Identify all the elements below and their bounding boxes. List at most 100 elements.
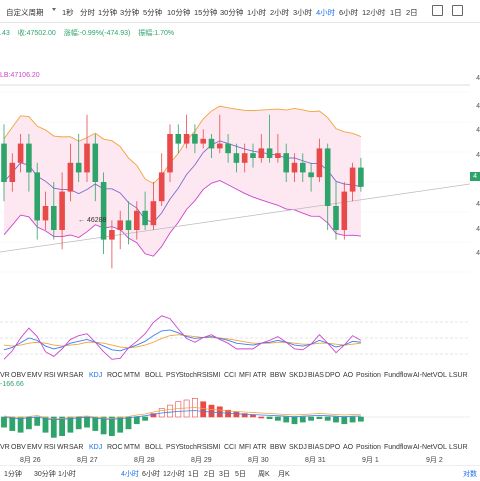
- candlestick-chart[interactable]: ← 46288: [0, 62, 480, 302]
- indicator-tab-psy[interactable]: PSY: [166, 372, 181, 379]
- indicator-tab-obv[interactable]: OBV: [11, 444, 26, 451]
- indicator-tab-sar[interactable]: SAR: [69, 444, 84, 451]
- indicator-tab-vr[interactable]: VR: [0, 372, 10, 379]
- candle-body: [183, 134, 190, 144]
- indicator-tab-bias[interactable]: BIAS: [308, 372, 324, 379]
- period-30m[interactable]: 30分钟: [220, 8, 244, 17]
- indicator-tab-wr[interactable]: WR: [57, 372, 69, 379]
- indicator-tab-mtm[interactable]: MTM: [124, 372, 140, 379]
- indicator-tab-smi[interactable]: SMI: [208, 444, 221, 451]
- period-button[interactable]: 2日: [204, 471, 215, 478]
- macd-bar: [283, 416, 290, 423]
- period-button[interactable]: 月K: [278, 471, 290, 478]
- indicator-tab-lsur[interactable]: LSUR: [449, 372, 468, 379]
- candle-body: [117, 220, 123, 230]
- indicator-tab-lsur[interactable]: LSUR: [449, 444, 468, 451]
- period-1d[interactable]: 1日: [390, 8, 402, 17]
- indicator-tab-cci[interactable]: CCI: [224, 372, 237, 379]
- chevron-down-icon[interactable]: [52, 8, 56, 11]
- indicator-tab-rsi[interactable]: RSI: [44, 372, 56, 379]
- indicator-tab-rsi[interactable]: RSI: [44, 444, 56, 451]
- period-15m[interactable]: 15分钟: [194, 8, 218, 17]
- indicator-tab-roc[interactable]: ROC: [107, 372, 123, 379]
- indicator-tab-ao[interactable]: AO: [343, 444, 354, 451]
- log-scale-toggle[interactable]: 对数: [463, 471, 477, 478]
- period-6h[interactable]: 6小时: [339, 8, 359, 17]
- period-button[interactable]: 4小时: [121, 471, 139, 478]
- period-2h[interactable]: 2小时: [270, 8, 290, 17]
- indicator-tabs-1: VR OBV EMV RSI WR SAR KDJ ROC MTM BOLL PSY StochRSI…: [0, 370, 480, 384]
- indicator-tab-obv[interactable]: OBV: [11, 372, 26, 379]
- indicator-tab-fundflow[interactable]: Fundflow: [384, 444, 413, 451]
- period-12h[interactable]: 12小时: [362, 8, 386, 17]
- indicator-tab-stochrsi[interactable]: StochRSI: [179, 372, 209, 379]
- indicator-tab-fundflow[interactable]: Fundflow: [384, 372, 413, 379]
- macd-bar: [109, 416, 115, 437]
- indicator-tab-position[interactable]: Position: [356, 444, 381, 451]
- indicator-tab-roc[interactable]: ROC: [107, 444, 123, 451]
- candle-body: [84, 143, 90, 173]
- indicator-tab-bias[interactable]: BIAS: [308, 444, 324, 451]
- indicator-tab-kdj[interactable]: KDJ: [89, 372, 103, 379]
- macd-bar: [1, 416, 7, 428]
- candle-body: [333, 206, 339, 230]
- indicator-tab-boll[interactable]: BOLL: [145, 444, 163, 451]
- period-button[interactable]: 5日: [235, 471, 246, 478]
- indicator-tab-bbw[interactable]: BBW: [270, 444, 286, 451]
- indicator-tab-dpo[interactable]: DPO: [325, 372, 341, 379]
- period-3m[interactable]: 3分钟: [120, 8, 140, 17]
- period-3h[interactable]: 3小时: [293, 8, 313, 17]
- candle-body: [349, 167, 356, 192]
- period-1s[interactable]: 1秒: [62, 8, 74, 17]
- period-button[interactable]: 1分钟: [4, 471, 22, 478]
- period-button[interactable]: 12小时: [163, 471, 185, 478]
- period-button[interactable]: 3日: [219, 471, 230, 478]
- period-5m[interactable]: 5分钟: [143, 8, 163, 17]
- date-label: 8月 30: [248, 457, 269, 464]
- period-1h[interactable]: 1小时: [247, 8, 267, 17]
- indicator-tab-position[interactable]: Position: [356, 372, 381, 379]
- indicator-tab-stochrsi[interactable]: StochRSI: [179, 444, 209, 451]
- period-2d[interactable]: 2日: [406, 8, 418, 17]
- indicator-tab-mfi[interactable]: MFI: [239, 444, 252, 451]
- indicator-tab-skdj[interactable]: SKDJ: [289, 444, 307, 451]
- macd-chart[interactable]: [0, 392, 480, 442]
- kdj-chart[interactable]: [0, 308, 480, 368]
- open-value: .43: [0, 30, 10, 37]
- period-button[interactable]: 6小时: [142, 471, 160, 478]
- grid-layout-icon[interactable]: [432, 5, 443, 16]
- indicator-tab-vr[interactable]: VR: [0, 444, 10, 451]
- settings-icon[interactable]: [452, 5, 463, 16]
- indicator-tab-atr[interactable]: ATR: [253, 372, 267, 379]
- candle-body: [167, 134, 173, 173]
- period-button[interactable]: 1小时: [58, 471, 76, 478]
- indicator-tab-emv[interactable]: EMV: [27, 372, 43, 379]
- indicator-tab-dpo[interactable]: DPO: [325, 444, 341, 451]
- indicator-tab-kdj[interactable]: KDJ: [89, 444, 103, 451]
- period-10m[interactable]: 10分钟: [167, 8, 191, 17]
- period-4h[interactable]: 4小时: [316, 8, 336, 17]
- period-button[interactable]: 1日: [188, 471, 199, 478]
- indicator-tab-boll[interactable]: BOLL: [145, 372, 163, 379]
- period-button[interactable]: 30分钟: [34, 471, 56, 478]
- indicator-tab-smi[interactable]: SMI: [208, 372, 221, 379]
- period-button[interactable]: 周K: [258, 471, 270, 478]
- period-1m[interactable]: 1分钟: [98, 8, 118, 17]
- indicator-tab-ai-netvol[interactable]: AI-NetVOL: [413, 444, 447, 451]
- indicator-tab-emv[interactable]: EMV: [27, 444, 43, 451]
- indicator-tab-cci[interactable]: CCI: [224, 444, 237, 451]
- indicator-tab-wr[interactable]: WR: [57, 444, 69, 451]
- indicator-tab-psy[interactable]: PSY: [166, 444, 181, 451]
- indicator-tab-ai-netvol[interactable]: AI-NetVOL: [413, 372, 447, 379]
- indicator-tab-mfi[interactable]: MFI: [239, 372, 252, 379]
- period-custom[interactable]: 自定义周期: [6, 8, 44, 17]
- amplitude-value: 振幅:1.70%: [138, 30, 175, 37]
- indicator-tab-mtm[interactable]: MTM: [124, 444, 140, 451]
- candle-body: [291, 162, 298, 173]
- indicator-tab-atr[interactable]: ATR: [253, 444, 267, 451]
- indicator-tab-skdj[interactable]: SKDJ: [289, 372, 307, 379]
- indicator-tab-ao[interactable]: AO: [343, 372, 354, 379]
- indicator-tab-sar[interactable]: SAR: [69, 372, 84, 379]
- period-timeshare[interactable]: 分时: [80, 8, 95, 17]
- indicator-tab-bbw[interactable]: BBW: [270, 372, 286, 379]
